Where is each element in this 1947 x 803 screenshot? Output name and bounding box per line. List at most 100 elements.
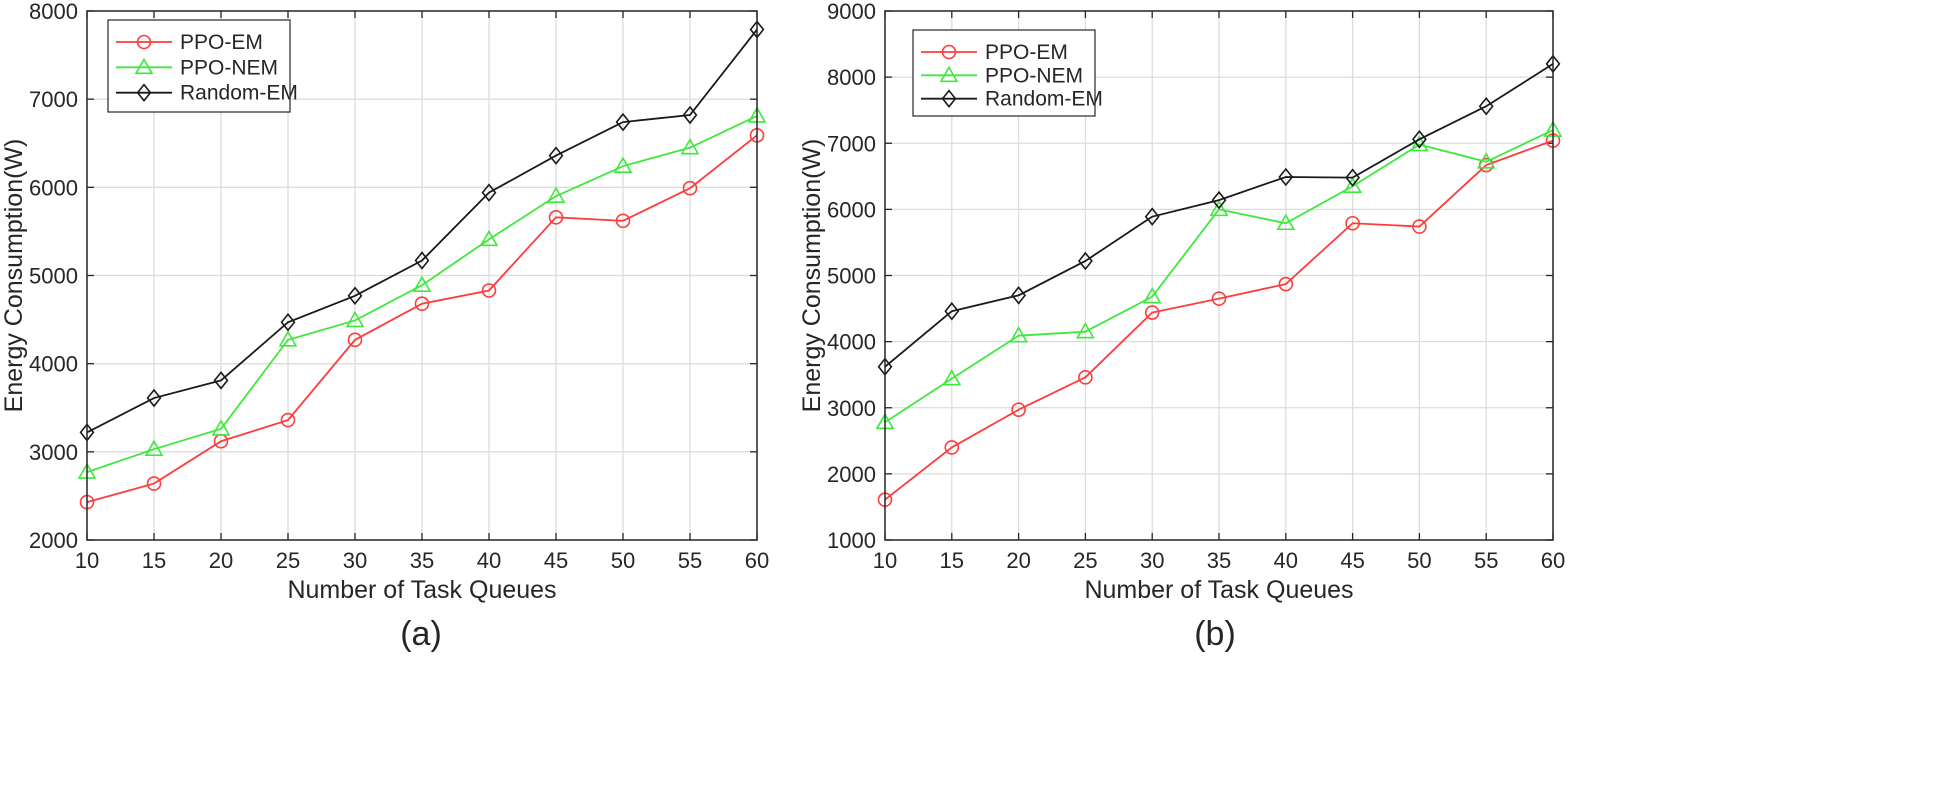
y-tick-label: 8000 bbox=[827, 65, 876, 90]
series-PPO-EM bbox=[877, 133, 1561, 507]
data-point bbox=[1209, 199, 1229, 217]
data-point bbox=[1278, 276, 1294, 292]
series-line bbox=[884, 63, 1554, 368]
data-point bbox=[1011, 402, 1026, 418]
data-point bbox=[1144, 305, 1160, 320]
x-tick-label: 40 bbox=[1274, 548, 1298, 573]
y-tick-label: 3000 bbox=[827, 396, 876, 421]
legend-marker bbox=[941, 89, 957, 108]
y-tick-label: 3000 bbox=[29, 440, 78, 465]
data-point bbox=[278, 330, 298, 347]
legend-label: Random-EM bbox=[985, 88, 1103, 111]
x-tick-label: 55 bbox=[1474, 548, 1498, 573]
y-tick-label: 2000 bbox=[29, 528, 78, 553]
data-point bbox=[280, 412, 296, 428]
legend-label: PPO-EM bbox=[985, 41, 1068, 64]
data-point bbox=[1410, 134, 1429, 152]
legend-marker bbox=[136, 34, 152, 50]
data-point bbox=[1476, 152, 1496, 169]
x-tick-label: 20 bbox=[209, 548, 233, 573]
x-tick-label: 50 bbox=[611, 548, 635, 573]
data-point bbox=[1078, 370, 1093, 385]
y-tick-label: 1000 bbox=[827, 528, 876, 553]
plot-frame bbox=[884, 10, 1554, 541]
x-tick-label: 50 bbox=[1407, 548, 1431, 573]
data-point bbox=[1276, 213, 1296, 231]
data-point bbox=[1345, 215, 1360, 231]
data-point bbox=[944, 301, 960, 321]
data-point bbox=[1076, 322, 1095, 339]
data-point bbox=[347, 332, 363, 348]
panel-caption: (a) bbox=[400, 615, 442, 653]
y-tick-label: 5000 bbox=[29, 264, 78, 289]
legend-label: PPO-NEM bbox=[985, 64, 1083, 87]
x-axis-label: Number of Task Queues bbox=[287, 576, 556, 604]
data-point bbox=[1142, 287, 1162, 304]
data-point bbox=[944, 440, 960, 455]
chart-panel-1: 10 15 20 25 30 35 40 45 50 55 60 1000 2000 3000 4000 50… bbox=[798, 0, 1565, 653]
x-tick-label: 20 bbox=[1006, 548, 1030, 573]
x-tick-label: 15 bbox=[142, 548, 166, 573]
data-point bbox=[1211, 190, 1227, 210]
legend-box bbox=[107, 19, 291, 113]
data-point bbox=[481, 283, 497, 298]
y-axis-label: Energy Consumption(W) bbox=[0, 139, 28, 413]
series-Random-EM bbox=[877, 54, 1561, 377]
data-point bbox=[1345, 168, 1361, 187]
y-tick-label: 8000 bbox=[29, 0, 78, 24]
data-point bbox=[615, 213, 631, 229]
data-point bbox=[414, 296, 430, 312]
series-Random-EM bbox=[79, 20, 765, 442]
data-point bbox=[280, 312, 296, 332]
data-point bbox=[548, 146, 564, 165]
data-point bbox=[146, 388, 162, 408]
legend-label: PPO-NEM bbox=[180, 56, 278, 79]
data-point bbox=[615, 112, 631, 132]
series-line bbox=[884, 139, 1554, 501]
data-point bbox=[213, 371, 229, 390]
x-tick-label: 40 bbox=[477, 548, 501, 573]
legend-marker bbox=[136, 83, 152, 102]
data-point bbox=[1144, 207, 1160, 226]
x-axis-label: Number of Task Queues bbox=[1084, 576, 1353, 604]
x-tick-label: 45 bbox=[1340, 548, 1364, 573]
y-tick-label: 7000 bbox=[29, 87, 78, 112]
panel-caption: (b) bbox=[1194, 615, 1236, 653]
data-point bbox=[1343, 176, 1362, 194]
x-tick-label: 10 bbox=[75, 548, 99, 573]
x-tick-label: 60 bbox=[745, 548, 769, 573]
y-tick-label: 6000 bbox=[827, 197, 876, 222]
series-line bbox=[86, 28, 758, 434]
x-tick-label: 30 bbox=[1140, 548, 1164, 573]
legend-marker bbox=[134, 57, 154, 75]
x-tick-label: 10 bbox=[873, 548, 897, 573]
y-tick-label: 5000 bbox=[827, 264, 876, 289]
data-point bbox=[347, 286, 363, 306]
x-tick-label: 45 bbox=[544, 548, 568, 573]
series-line bbox=[86, 134, 758, 503]
data-point bbox=[682, 180, 698, 196]
plot-frame bbox=[86, 10, 758, 541]
data-point bbox=[1211, 291, 1227, 306]
data-point bbox=[1009, 326, 1028, 343]
data-point bbox=[414, 251, 430, 270]
y-axis-label: Energy Consumption(W) bbox=[798, 139, 826, 413]
data-point bbox=[479, 229, 499, 247]
y-tick-label: 4000 bbox=[29, 352, 78, 377]
legend-label: PPO-EM bbox=[180, 31, 263, 54]
data-point bbox=[1412, 219, 1427, 234]
y-tick-label: 2000 bbox=[827, 462, 876, 487]
data-point bbox=[548, 210, 564, 225]
x-tick-label: 35 bbox=[410, 548, 434, 573]
data-point bbox=[1411, 130, 1427, 149]
y-tick-label: 6000 bbox=[29, 175, 78, 200]
data-point bbox=[613, 156, 633, 173]
data-point bbox=[1478, 96, 1494, 116]
legend-marker bbox=[941, 44, 957, 60]
x-tick-label: 60 bbox=[1541, 548, 1565, 573]
x-tick-label: 30 bbox=[343, 548, 367, 573]
data-point bbox=[345, 310, 365, 328]
data-point bbox=[680, 138, 700, 155]
